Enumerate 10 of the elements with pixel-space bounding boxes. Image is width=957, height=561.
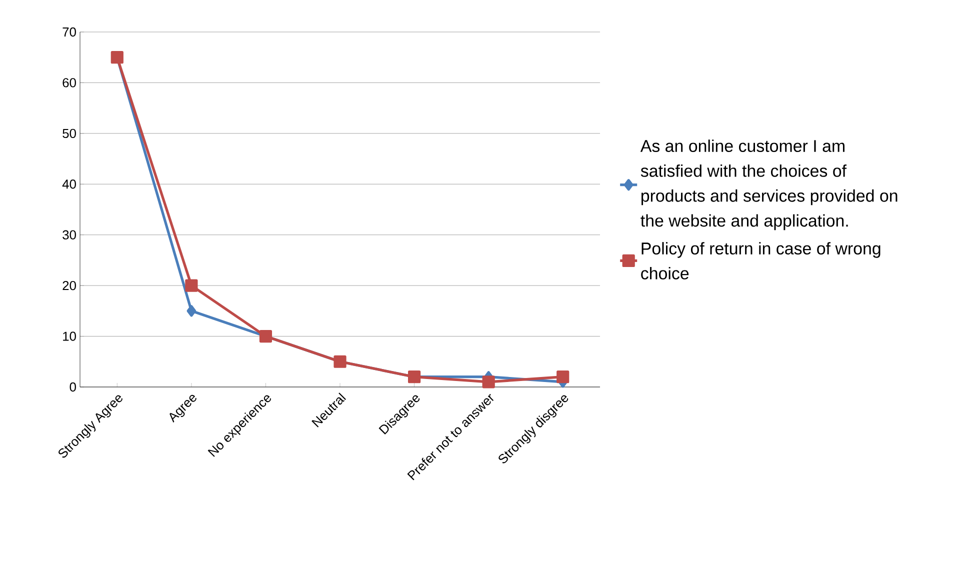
y-tick-label: 20 [62, 280, 76, 290]
legend-label: Policy of return in case of wrong choice [641, 242, 880, 280]
y-tick-label: 0 [70, 382, 76, 392]
legend-label: As an online customer I am satisfied with the choices of products and services provided on the website and application. [640, 140, 898, 230]
y-tick-label: 10 [63, 332, 76, 341]
y-tick-label: 50 [62, 128, 76, 138]
y-tick-label: 40 [62, 180, 76, 189]
y-tick-label: 30 [62, 230, 76, 240]
y-tick-label: 70 [62, 27, 76, 37]
y-tick-label: 60 [62, 78, 76, 88]
